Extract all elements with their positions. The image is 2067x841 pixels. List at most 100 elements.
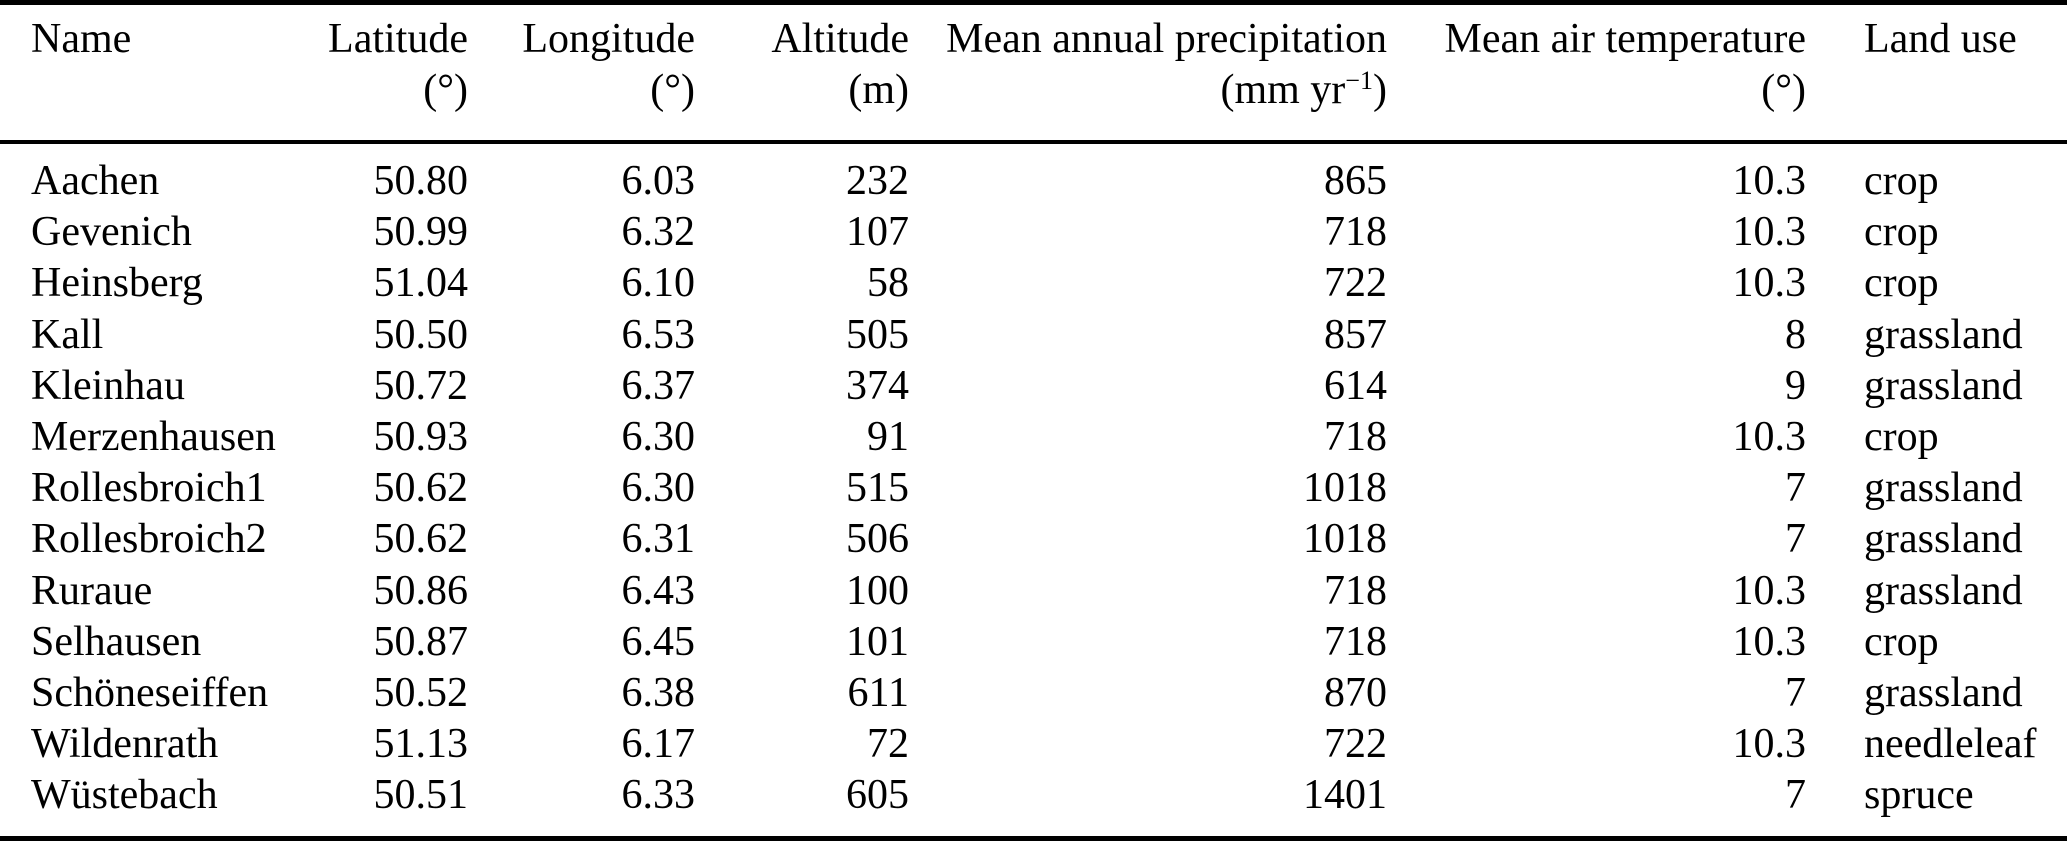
cell-name: Gevenich (31, 209, 192, 256)
cell-temperature: 7 (1785, 516, 1806, 563)
col-header-longitude: Longitude (522, 15, 695, 62)
table-row: Ruraue 50.86 6.43 100 718 10.3 grassland (0, 566, 2067, 617)
table-row: Rollesbroich2 50.62 6.31 506 1018 7 grassland (0, 514, 2067, 565)
cell-name: Kall (31, 311, 104, 358)
cell-latitude: 50.93 (373, 414, 469, 461)
table-row: Merzenhausen 50.93 6.30 91 718 10.3 crop (0, 412, 2067, 463)
col-header-latitude: Latitude (328, 15, 468, 62)
cell-altitude: 374 (846, 362, 909, 409)
cell-landuse: grassland (1864, 362, 2023, 409)
cell-altitude: 515 (846, 465, 909, 512)
cell-altitude: 91 (867, 414, 909, 461)
cell-name: Rollesbroich2 (31, 516, 267, 563)
col-header-temperature: Mean air temperature (1444, 15, 1806, 62)
cell-precipitation: 1401 (1303, 772, 1387, 819)
cell-name: Wüstebach (31, 772, 218, 819)
cell-temperature: 10.3 (1732, 721, 1807, 768)
header-unit-row: (°) (°) (m) (mm yr−1) (°) (0, 62, 2067, 142)
cell-precipitation: 718 (1324, 209, 1387, 256)
col-unit-name (0, 62, 320, 142)
cell-name: Merzenhausen (31, 414, 276, 461)
cell-latitude: 50.72 (373, 362, 469, 409)
cell-altitude: 72 (867, 721, 909, 768)
table-body: Aachen 50.80 6.03 232 865 10.3 crop Gevenich 50.… (0, 142, 2067, 838)
table-header: Name Latitude Longitude Altitude Mean an… (0, 3, 2067, 142)
cell-landuse: grassland (1864, 567, 2023, 614)
table-row: Wüstebach 50.51 6.33 605 1401 7 spruce (0, 770, 2067, 838)
cell-altitude: 101 (846, 618, 909, 665)
cell-latitude: 51.04 (373, 260, 469, 307)
cell-name: Rollesbroich1 (31, 465, 267, 512)
col-unit-altitude: (m) (848, 67, 909, 113)
cell-precipitation: 718 (1324, 567, 1387, 614)
cell-longitude: 6.31 (621, 516, 696, 563)
cell-longitude: 6.38 (621, 670, 696, 717)
col-unit-landuse (1807, 62, 2067, 142)
cell-precipitation: 722 (1324, 721, 1387, 768)
cell-temperature: 8 (1785, 311, 1806, 358)
cell-longitude: 6.03 (621, 158, 696, 204)
table-row: Heinsberg 51.04 6.10 58 722 10.3 crop (0, 258, 2067, 309)
cell-longitude: 6.30 (621, 414, 696, 461)
cell-landuse: crop (1864, 414, 1939, 461)
cell-precipitation: 718 (1324, 414, 1387, 461)
cell-temperature: 10.3 (1732, 260, 1807, 307)
table-row: Aachen 50.80 6.03 232 865 10.3 crop (0, 142, 2067, 207)
cell-landuse: needleleaf (1864, 721, 2037, 768)
cell-longitude: 6.17 (621, 721, 696, 768)
cell-precipitation: 857 (1324, 311, 1387, 358)
cell-latitude: 50.52 (373, 670, 469, 717)
cell-latitude: 50.86 (373, 567, 469, 614)
cell-name: Aachen (31, 158, 160, 204)
cell-temperature: 10.3 (1732, 567, 1807, 614)
cell-altitude: 107 (846, 209, 909, 256)
cell-altitude: 611 (847, 670, 909, 717)
col-unit-temperature: (°) (1761, 67, 1806, 113)
cell-landuse: spruce (1864, 772, 1974, 819)
unit-precip-close: ) (1373, 67, 1387, 113)
cell-altitude: 100 (846, 567, 909, 614)
cell-longitude: 6.32 (621, 209, 696, 256)
cell-altitude: 605 (846, 772, 909, 819)
cell-landuse: grassland (1864, 311, 2023, 358)
cell-temperature: 9 (1785, 362, 1806, 409)
table-row: Kleinhau 50.72 6.37 374 614 9 grassland (0, 361, 2067, 412)
col-header-landuse: Land use (1864, 15, 2017, 62)
cell-landuse: grassland (1864, 465, 2023, 512)
cell-altitude: 58 (867, 260, 909, 307)
table-row: Schöneseiffen 50.52 6.38 611 870 7 grassland (0, 668, 2067, 719)
table-row: Selhausen 50.87 6.45 101 718 10.3 crop (0, 617, 2067, 668)
cell-name: Schöneseiffen (31, 670, 269, 717)
cell-name: Wildenrath (31, 721, 219, 768)
cell-temperature: 7 (1785, 772, 1806, 819)
cell-longitude: 6.43 (621, 567, 696, 614)
col-unit-precipitation: (mm yr−1) (910, 62, 1388, 142)
cell-latitude: 50.62 (373, 465, 469, 512)
cell-longitude: 6.37 (621, 362, 696, 409)
cell-precipitation: 718 (1324, 618, 1387, 665)
cell-precipitation: 722 (1324, 260, 1387, 307)
cell-temperature: 10.3 (1732, 158, 1807, 204)
cell-latitude: 50.87 (373, 618, 469, 665)
cell-altitude: 506 (846, 516, 909, 563)
cell-temperature: 10.3 (1732, 209, 1807, 256)
cell-landuse: grassland (1864, 516, 2023, 563)
cell-name: Ruraue (31, 567, 153, 614)
unit-precip-open: (mm yr (1220, 67, 1346, 113)
cell-precipitation: 614 (1324, 362, 1387, 409)
cell-longitude: 6.45 (621, 618, 696, 665)
cell-latitude: 51.13 (373, 721, 469, 768)
col-unit-latitude: (°) (423, 67, 468, 113)
cell-precipitation: 1018 (1303, 516, 1387, 563)
cell-longitude: 6.53 (621, 311, 696, 358)
col-header-altitude: Altitude (771, 15, 909, 62)
table-row: Rollesbroich1 50.62 6.30 515 1018 7 grassland (0, 463, 2067, 514)
cell-landuse: crop (1864, 209, 1939, 256)
cell-latitude: 50.50 (373, 311, 469, 358)
cell-altitude: 232 (846, 158, 909, 204)
cell-altitude: 505 (846, 311, 909, 358)
cell-latitude: 50.80 (373, 158, 469, 204)
cell-temperature: 10.3 (1732, 414, 1807, 461)
cell-name: Heinsberg (31, 260, 203, 307)
